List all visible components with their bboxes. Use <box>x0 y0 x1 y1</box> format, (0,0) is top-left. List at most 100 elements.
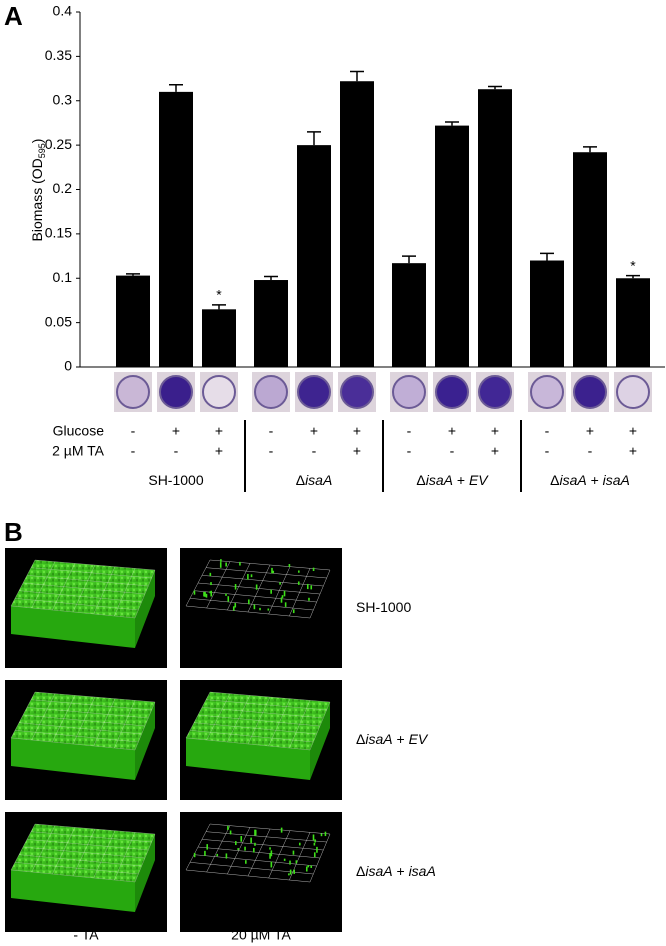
label-part: + <box>393 863 409 879</box>
condition-sign: - <box>407 423 412 439</box>
label-part: Δ <box>356 863 365 879</box>
bar <box>159 91 193 367</box>
biofilm-side <box>11 738 135 780</box>
grid-overlay <box>10 869 136 883</box>
cell-cluster <box>298 842 301 846</box>
cell-cluster <box>308 597 310 601</box>
condition-sign: - <box>131 443 136 459</box>
grid-overlay <box>134 833 156 883</box>
cell-cluster <box>229 830 232 835</box>
cell-cluster <box>234 603 237 608</box>
cell-cluster <box>244 846 246 851</box>
well <box>159 375 193 409</box>
group-label: ΔisaA + isaA <box>550 472 630 488</box>
cell-cluster <box>289 860 291 865</box>
grid-overlay <box>189 730 314 743</box>
error-bar <box>626 274 640 279</box>
biofilm-side <box>135 834 155 912</box>
condition-sign: - <box>545 423 550 439</box>
cell-cluster <box>283 590 286 597</box>
label-part: isaA <box>603 472 630 488</box>
grid-overlay <box>309 833 331 883</box>
cell-cluster <box>313 842 316 846</box>
group-label: ΔisaA <box>296 472 333 488</box>
cell-cluster <box>239 561 241 566</box>
well <box>202 375 236 409</box>
cell-cluster <box>209 591 212 594</box>
y-axis-label: Biomass (OD595) <box>29 139 48 242</box>
error-bar <box>126 273 140 276</box>
cell-cluster <box>271 567 273 574</box>
grid-overlay <box>189 598 314 611</box>
cell-cluster <box>247 573 249 580</box>
biofilm-top <box>11 824 155 882</box>
well <box>340 375 374 409</box>
cell-cluster <box>269 853 271 859</box>
y-tick-label: 0.2 <box>53 180 73 196</box>
cell-cluster <box>292 850 295 855</box>
well <box>435 375 469 409</box>
condition-sign: - <box>269 443 274 459</box>
cell-cluster <box>245 860 247 864</box>
cell-cluster <box>209 572 212 577</box>
cell-cluster <box>253 604 256 610</box>
condition-sign: - <box>588 443 593 459</box>
cell-cluster <box>293 869 296 874</box>
cell-cluster <box>297 581 300 585</box>
cell-cluster <box>292 609 295 614</box>
panel-label: B <box>4 517 23 547</box>
biofilm-top <box>186 692 330 750</box>
label-part: Δ <box>356 731 365 747</box>
well <box>530 375 564 409</box>
cell-cluster <box>307 865 310 868</box>
condition-sign: - <box>312 443 317 459</box>
cell-cluster <box>280 597 283 603</box>
well <box>297 375 331 409</box>
cell-cluster <box>313 852 316 858</box>
panel-label: A <box>4 1 23 31</box>
condition-sign: + <box>491 423 499 439</box>
y-tick-label: 0.3 <box>53 91 73 107</box>
cell-cluster <box>270 589 272 594</box>
group-label: SH-1000 <box>148 472 203 488</box>
cell-cluster <box>240 836 243 842</box>
cell-cluster <box>225 853 228 859</box>
y-tick-label: 0.4 <box>53 3 73 19</box>
condition-sign: + <box>172 423 180 439</box>
bar <box>530 260 564 367</box>
cell-cluster <box>306 583 309 590</box>
condition-sign: + <box>629 443 637 459</box>
cell-cluster <box>270 850 273 857</box>
cell-cluster <box>234 584 237 590</box>
cell-cluster <box>250 574 253 578</box>
condition-sign: - <box>174 443 179 459</box>
cell-cluster <box>298 570 300 573</box>
condition-sign: + <box>586 423 594 439</box>
grid-overlay <box>10 737 136 751</box>
cell-cluster <box>281 595 284 598</box>
condition-sign: + <box>491 443 499 459</box>
error-bar <box>445 121 459 126</box>
error-bar <box>488 85 502 90</box>
label-part: Δ <box>416 472 425 488</box>
cell-cluster <box>232 606 235 611</box>
label-part: isaA <box>365 731 392 747</box>
y-tick-label: 0 <box>64 358 72 374</box>
cell-cluster <box>216 853 219 857</box>
cell-cluster <box>312 834 315 841</box>
cell-cluster <box>283 858 286 861</box>
condition-sign: - <box>450 443 455 459</box>
cell-cluster <box>305 866 308 872</box>
y-tick-label: 0.05 <box>45 313 72 329</box>
biofilm-top <box>11 560 155 618</box>
bar <box>616 278 650 367</box>
cell-cluster <box>312 567 315 571</box>
cell-cluster <box>210 582 212 586</box>
grid-overlay <box>14 862 139 875</box>
cell-cluster <box>288 873 290 876</box>
cell-cluster <box>324 831 327 837</box>
label-part: isaA <box>409 863 436 879</box>
bar <box>435 125 469 367</box>
cell-cluster <box>254 842 256 846</box>
bar <box>297 145 331 367</box>
